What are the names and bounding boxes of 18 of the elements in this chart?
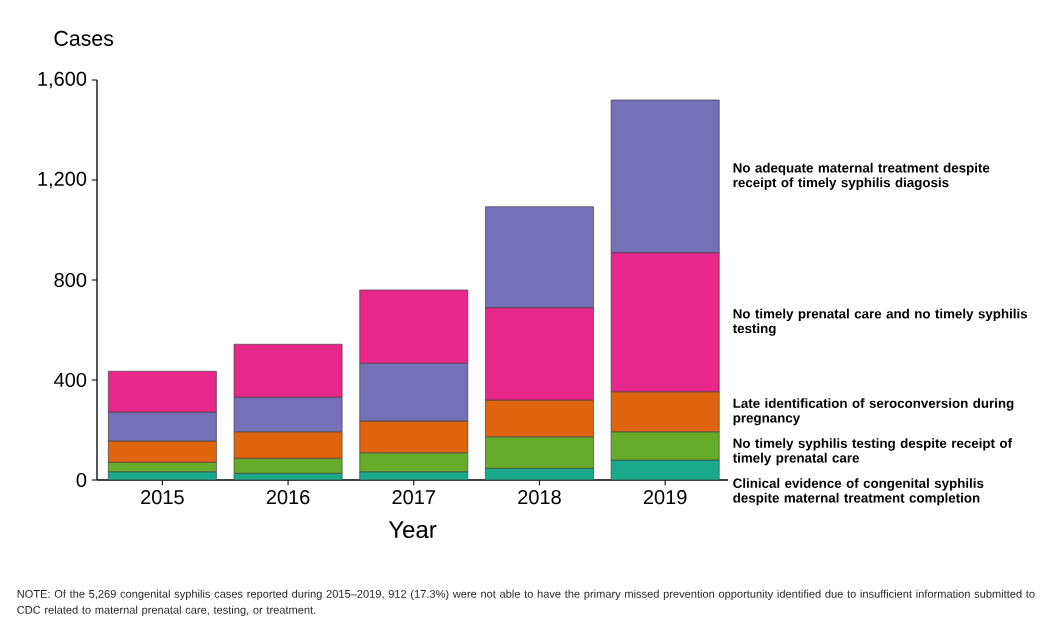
y-tick-label: 0 [76, 472, 87, 488]
text: NOTE: Of the 5,269 congenital syphilis cases reported during 2015–2019, 912 (17.3%) were not able to have the primary missed prevention opportunity identified due to insufficient information submitted to CDC related to maternal prenatal care, testing, or treatment. [17, 589, 1035, 617]
y-tick-label: 1,600 [38, 71, 87, 89]
series-label: Late identification of seroconversion during pregnancy [733, 398, 1014, 426]
y-axis-title: Cases [54, 30, 114, 46]
y-tick-label: 400 [54, 372, 87, 388]
series-label: Clinical evidence of congenital syphilis despite maternal treatment completion [733, 478, 984, 506]
x-tick-label: 2015 [141, 490, 184, 505]
x-tick-label: 2016 [266, 490, 310, 505]
y-tick-label: 1,200 [38, 171, 87, 189]
x-tick-label: 2017 [392, 490, 435, 505]
x-tick-label: 2019 [643, 490, 687, 505]
y-tick-label: 800 [54, 272, 87, 288]
series-label: No adequate maternal treatment despite receipt of timely syphilis diagosis [733, 162, 990, 190]
series-label: No timely syphilis testing despite receipt of timely prenatal care [732, 438, 1013, 466]
x-tick-label: 2018 [518, 490, 561, 505]
series-label: No timely prenatal care and no timely syphilis testing [732, 308, 1028, 336]
x-axis-title: Year [388, 521, 437, 539]
